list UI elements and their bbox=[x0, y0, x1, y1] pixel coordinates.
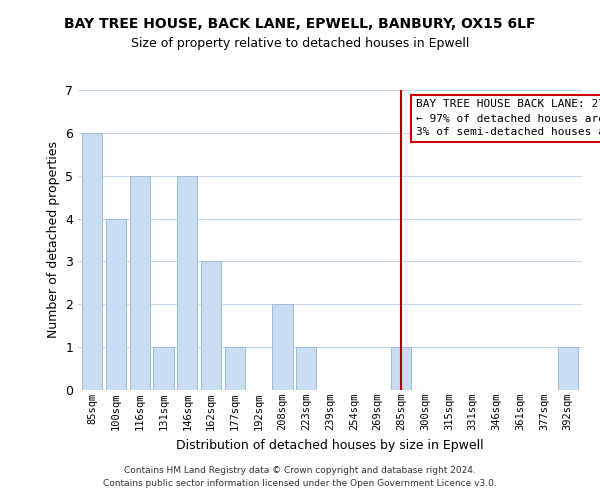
Bar bbox=[272, 304, 293, 390]
Bar bbox=[201, 262, 221, 390]
Text: Contains HM Land Registry data © Crown copyright and database right 2024.
Contai: Contains HM Land Registry data © Crown c… bbox=[103, 466, 497, 487]
Bar bbox=[106, 218, 126, 390]
Bar bbox=[177, 176, 197, 390]
Bar bbox=[130, 176, 150, 390]
Text: BAY TREE HOUSE, BACK LANE, EPWELL, BANBURY, OX15 6LF: BAY TREE HOUSE, BACK LANE, EPWELL, BANBU… bbox=[64, 18, 536, 32]
Bar bbox=[154, 347, 173, 390]
Bar bbox=[296, 347, 316, 390]
Bar bbox=[391, 347, 412, 390]
Bar bbox=[225, 347, 245, 390]
X-axis label: Distribution of detached houses by size in Epwell: Distribution of detached houses by size … bbox=[176, 438, 484, 452]
Text: BAY TREE HOUSE BACK LANE: 275sqm
← 97% of detached houses are smaller (28)
3% of: BAY TREE HOUSE BACK LANE: 275sqm ← 97% o… bbox=[416, 100, 600, 138]
Bar bbox=[557, 347, 578, 390]
Y-axis label: Number of detached properties: Number of detached properties bbox=[47, 142, 59, 338]
Text: Size of property relative to detached houses in Epwell: Size of property relative to detached ho… bbox=[131, 38, 469, 51]
Bar bbox=[82, 133, 103, 390]
